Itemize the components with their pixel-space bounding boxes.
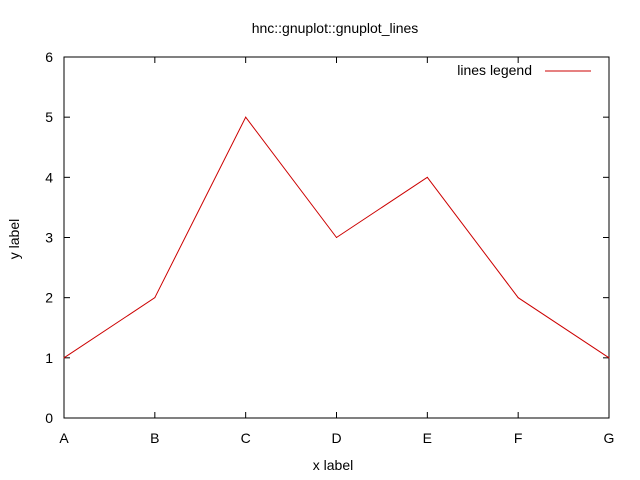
legend-label: lines legend [457, 62, 532, 78]
y-tick-label: 0 [45, 410, 53, 426]
y-tick-label: 1 [45, 350, 53, 366]
y-tick-label: 2 [45, 290, 53, 306]
data-point [154, 297, 156, 299]
data-point [608, 357, 610, 359]
data-point [63, 357, 65, 359]
data-point [426, 176, 428, 178]
data-point [245, 116, 247, 118]
x-tick-label: E [423, 430, 432, 446]
x-tick-label: G [604, 430, 615, 446]
x-tick-label: B [150, 430, 159, 446]
data-point [517, 297, 519, 299]
plot-area: 0 1 2 3 4 5 6 A B C D E F G [45, 49, 614, 446]
x-axis-label: x label [313, 457, 353, 473]
y-tick-label: 6 [45, 49, 53, 65]
y-tick-label: 3 [45, 230, 53, 246]
x-tick-label: D [331, 430, 341, 446]
y-tick-label: 4 [45, 169, 53, 185]
y-tick-label: 5 [45, 109, 53, 125]
data-point [336, 237, 337, 238]
y-axis-label: y label [6, 219, 22, 259]
chart-title: hnc::gnuplot::gnuplot_lines [252, 20, 419, 36]
x-tick-label: A [59, 430, 69, 446]
x-tick-label: C [241, 430, 251, 446]
x-tick-label: F [514, 430, 523, 446]
